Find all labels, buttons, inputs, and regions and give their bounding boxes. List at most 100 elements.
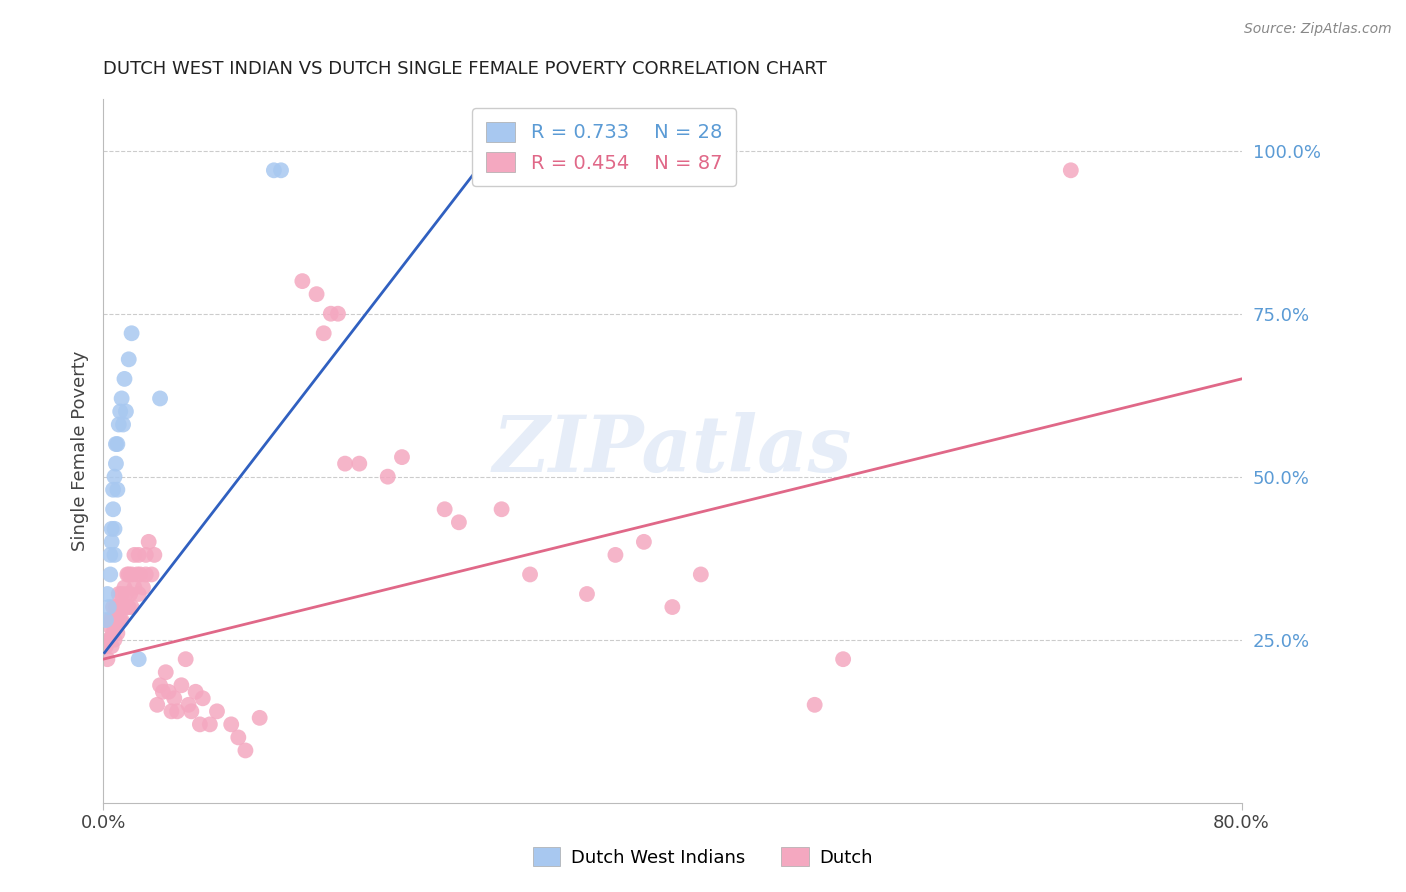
Point [105, 613, 128, 627]
Point [114, 581, 136, 595]
Point [155, 665, 177, 680]
Point [108, 613, 131, 627]
Point [121, 326, 143, 341]
Point [101, 483, 124, 497]
Point [96, 587, 118, 601]
Point [166, 704, 188, 718]
Point [108, 404, 131, 418]
Point [96, 652, 118, 666]
Point [120, 587, 142, 601]
Legend: R = 0.733    N = 28, R = 0.454    N = 87: R = 0.733 N = 28, R = 0.454 N = 87 [472, 108, 735, 186]
Point [97, 632, 120, 647]
Point [105, 626, 128, 640]
Point [107, 417, 129, 432]
Point [129, 567, 152, 582]
Point [101, 626, 124, 640]
Point [94, 639, 117, 653]
Text: Source: ZipAtlas.com: Source: ZipAtlas.com [1244, 22, 1392, 37]
Point [575, 587, 598, 601]
Point [803, 698, 825, 712]
Text: ZIPatlas: ZIPatlas [492, 412, 852, 489]
Point [135, 548, 157, 562]
Point [117, 567, 139, 582]
Point [103, 548, 125, 562]
Point [661, 600, 683, 615]
Point [128, 652, 150, 666]
Point [170, 678, 193, 692]
Point [98, 567, 121, 582]
Point [107, 600, 129, 615]
Point [447, 516, 470, 530]
Point [138, 534, 160, 549]
Point [111, 392, 134, 406]
Point [305, 287, 328, 301]
Point [146, 698, 169, 712]
Point [249, 711, 271, 725]
Point [128, 548, 150, 562]
Point [160, 704, 183, 718]
Point [115, 404, 138, 418]
Point [104, 607, 127, 621]
Point [100, 534, 122, 549]
Point [319, 307, 342, 321]
Point [121, 600, 143, 615]
Point [270, 163, 292, 178]
Point [98, 632, 121, 647]
Point [97, 613, 120, 627]
Point [127, 567, 149, 582]
Point [98, 548, 121, 562]
Point [184, 685, 207, 699]
Point [219, 717, 242, 731]
Point [180, 704, 202, 718]
Point [205, 704, 228, 718]
Point [333, 457, 356, 471]
Point [101, 600, 124, 615]
Point [157, 685, 180, 699]
Point [101, 502, 124, 516]
Point [132, 581, 155, 595]
Point [104, 600, 127, 615]
Point [228, 731, 250, 745]
Point [121, 567, 143, 582]
Point [112, 417, 135, 432]
Point [177, 698, 200, 712]
Point [377, 469, 399, 483]
Point [128, 587, 150, 601]
Point [433, 502, 456, 516]
Point [149, 678, 172, 692]
Point [104, 437, 127, 451]
Point [114, 600, 136, 615]
Point [100, 522, 122, 536]
Point [326, 307, 349, 321]
Point [100, 639, 122, 653]
Point [94, 613, 117, 627]
Point [135, 567, 157, 582]
Point [491, 502, 513, 516]
Point [118, 600, 141, 615]
Point [105, 483, 128, 497]
Point [198, 717, 221, 731]
Legend: Dutch West Indians, Dutch: Dutch West Indians, Dutch [526, 840, 880, 874]
Point [312, 326, 335, 341]
Point [117, 600, 139, 615]
Point [349, 457, 371, 471]
Point [141, 567, 163, 582]
Point [633, 534, 655, 549]
Point [832, 652, 855, 666]
Point [291, 274, 314, 288]
Point [191, 691, 214, 706]
Point [100, 613, 122, 627]
Point [103, 522, 125, 536]
Point [103, 469, 125, 483]
Point [115, 587, 138, 601]
Point [152, 685, 174, 699]
Point [103, 619, 125, 633]
Point [104, 457, 127, 471]
Point [98, 619, 121, 633]
Point [108, 600, 131, 615]
Point [1060, 163, 1083, 178]
Point [107, 587, 129, 601]
Text: DUTCH WEST INDIAN VS DUTCH SINGLE FEMALE POVERTY CORRELATION CHART: DUTCH WEST INDIAN VS DUTCH SINGLE FEMALE… [103, 60, 827, 78]
Point [118, 352, 141, 367]
Point [143, 548, 166, 562]
